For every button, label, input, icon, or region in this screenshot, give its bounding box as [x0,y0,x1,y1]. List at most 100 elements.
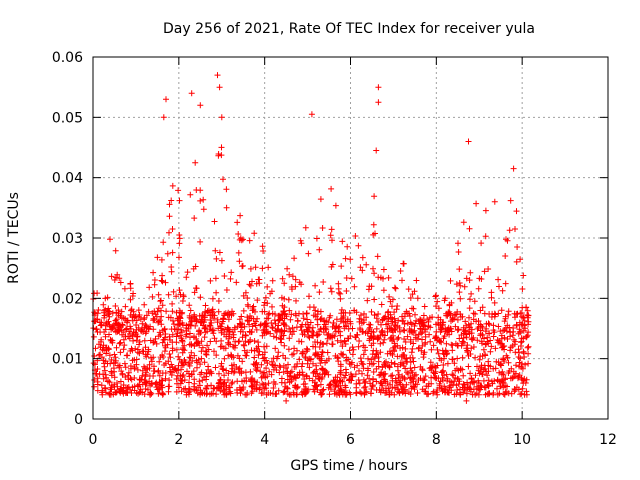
data-point [115,327,122,334]
data-point [352,371,359,378]
data-point [375,99,382,106]
data-point [517,329,524,336]
data-point [413,371,419,378]
data-point [219,318,226,325]
data-point [166,377,173,384]
data-point [179,320,186,326]
data-point [272,320,279,327]
data-point [136,376,143,383]
data-point [515,346,522,353]
data-point [95,307,102,313]
data-point [314,321,321,328]
data-point [272,362,278,369]
data-point [264,300,271,307]
data-point [342,372,349,379]
data-point [203,373,210,380]
data-point [299,371,306,378]
data-point [115,307,122,314]
data-point [273,355,280,362]
data-point [225,370,232,377]
data-point [464,379,471,386]
data-point [283,323,290,329]
data-point [247,313,253,319]
data-point [229,379,236,386]
data-point [349,359,355,366]
data-point [392,319,399,326]
data-point [136,389,143,396]
data-point [407,375,413,382]
data-point [443,312,450,319]
data-point [122,333,129,340]
data-point [150,373,157,379]
data-point [191,289,198,296]
data-point [130,337,137,344]
data-point [282,355,289,362]
data-point [318,391,325,398]
data-point [106,379,113,386]
data-point [381,376,388,383]
data-point [91,377,98,383]
data-point [358,320,365,327]
data-point [114,271,121,278]
data-point [516,363,523,370]
data-point [523,391,530,398]
data-point [141,314,148,321]
data-point [401,376,408,383]
data-point [434,362,441,369]
data-point [386,293,393,300]
data-point [198,355,205,362]
data-point [286,325,293,332]
data-point [159,302,166,309]
data-point [397,268,404,274]
data-point [388,318,395,325]
data-point [338,350,345,357]
data-point [108,356,115,363]
data-point [183,274,190,281]
data-point [316,246,323,253]
data-point [127,325,134,332]
data-point [317,371,323,378]
data-point [386,363,393,370]
data-point [299,360,306,367]
data-point [151,317,158,323]
data-point [251,338,258,344]
data-point [390,332,396,339]
data-point [485,377,492,384]
data-point [337,339,344,346]
data-point [483,325,490,332]
data-point [505,359,512,366]
data-point [525,343,532,350]
data-point [142,344,149,351]
data-point [161,362,168,368]
data-point [240,307,247,314]
data-point [431,363,438,370]
data-point [302,389,309,396]
data-point [480,377,487,384]
data-point [300,315,307,322]
x-tick-label: 0 [89,432,98,448]
data-point [486,330,493,337]
data-point [107,236,113,243]
data-point [380,339,387,346]
data-point [178,327,185,333]
data-point [481,310,488,317]
data-point [240,386,246,392]
data-point [98,354,105,361]
data-point [196,378,203,385]
data-point [142,322,149,328]
data-point [420,322,427,329]
data-point [356,325,363,332]
data-point [292,283,299,290]
data-point [178,358,185,365]
data-point [116,275,123,282]
data-point [223,186,230,193]
x-tick-label: 12 [599,432,617,448]
data-point [400,327,407,333]
data-point [407,319,414,326]
data-point [323,340,330,347]
data-point [474,337,481,344]
data-point [102,306,109,313]
data-point [139,372,146,379]
data-point [186,362,193,369]
data-point [101,314,108,321]
